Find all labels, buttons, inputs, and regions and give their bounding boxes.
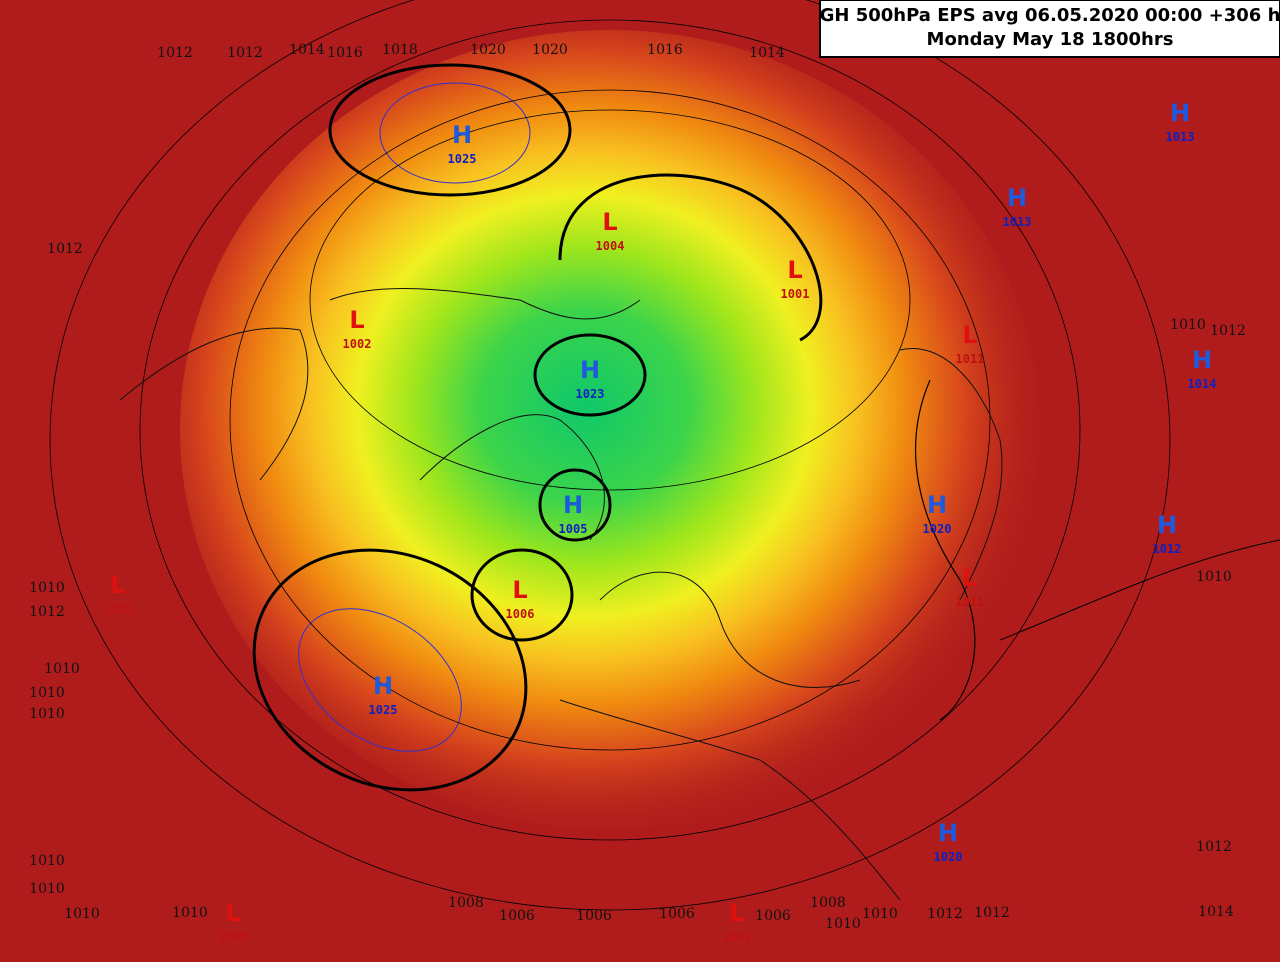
isobar-label: 1020 [532,42,568,58]
isobar-label: 1010 [825,916,861,932]
title-box [819,0,1280,58]
isobar-label: 1016 [327,45,363,61]
center-pressure: 1004 [596,239,625,253]
center-letter: L [962,321,977,349]
center-letter: H [1157,511,1177,539]
isobar-label: 1012 [1196,839,1232,855]
center-pressure: 1011 [956,595,985,609]
center-letter: H [373,672,393,700]
isobar-label: 1010 [29,706,65,722]
isobar-label: 1008 [448,895,484,911]
center-letter: H [580,356,600,384]
isobar-label: 1012 [974,905,1010,921]
center-letter: H [1170,99,1190,127]
isobar-label: 1014 [289,42,325,58]
center-letter: L [729,899,744,927]
center-letter: L [225,899,240,927]
center-letter: L [349,306,364,334]
isobar-label: 1010 [29,580,65,596]
isobar-label: 1010 [29,685,65,701]
title-line: GH 500hPa EPS avg 06.05.2020 00:00 +306 … [820,5,1280,26]
isobar-label: 1010 [172,905,208,921]
isobars [49,0,1280,911]
center-pressure: 1020 [923,522,952,536]
isobar-label: 1012 [1210,323,1246,339]
isobar-label: 1010 [29,881,65,897]
center-pressure: 1009 [219,930,248,944]
isobar-label: 1006 [659,906,695,922]
center-pressure: 1006 [506,607,535,621]
isobar-label: 1010 [1170,317,1206,333]
center-letter: H [927,491,947,519]
center-pressure: 1010 [104,602,133,616]
isobar-label: 1016 [647,42,683,58]
center-pressure: 1025 [448,152,477,166]
center-pressure: 1001 [781,287,810,301]
isobar-label: 1012 [29,604,65,620]
center-letter: H [938,819,958,847]
center-letter: H [452,121,472,149]
isobar-label: 1008 [810,895,846,911]
center-pressure: 1014 [1188,377,1217,391]
isobar-label: 1012 [227,45,263,61]
isobar-label: 1010 [862,906,898,922]
center-pressure: 1007 [723,930,752,944]
isobar-label: 1012 [47,241,83,257]
center-pressure: 1002 [343,337,372,351]
center-pressure: 1005 [559,522,588,536]
center-letter: H [1192,346,1212,374]
center-pressure: 1013 [1003,215,1032,229]
isobar-label: 1010 [29,853,65,869]
center-letter: L [110,571,125,599]
center-pressure: 1023 [576,387,605,401]
isobar-label: 1018 [382,42,418,58]
center-letter: L [602,208,617,236]
center-letter: L [962,564,977,592]
isobar-label: 1020 [470,42,506,58]
coastlines [119,287,1003,901]
height-field [180,30,1040,830]
isobar-label: 1006 [499,908,535,924]
center-pressure: 1013 [1166,130,1195,144]
center-letter: L [787,256,802,284]
isobar-label: 1012 [157,45,193,61]
isobar-label: 1012 [927,906,963,922]
center-pressure: 1025 [369,703,398,717]
isobar-label: 1006 [576,908,612,924]
center-letter: L [512,576,527,604]
center-pressure: 1012 [1153,542,1182,556]
center-pressure: 1020 [934,850,963,864]
isobar-label: 1006 [755,908,791,924]
center-letter: H [1007,184,1027,212]
isobar-label: 1014 [1198,904,1234,920]
isobar-label: 1010 [44,661,80,677]
isobar-label: 1010 [64,906,100,922]
title-line: Monday May 18 1800hrs [927,29,1174,50]
center-letter: H [563,491,583,519]
isobar-label: 1010 [1196,569,1232,585]
center-pressure: 1011 [956,352,985,366]
isobar-label: 1014 [749,45,785,61]
